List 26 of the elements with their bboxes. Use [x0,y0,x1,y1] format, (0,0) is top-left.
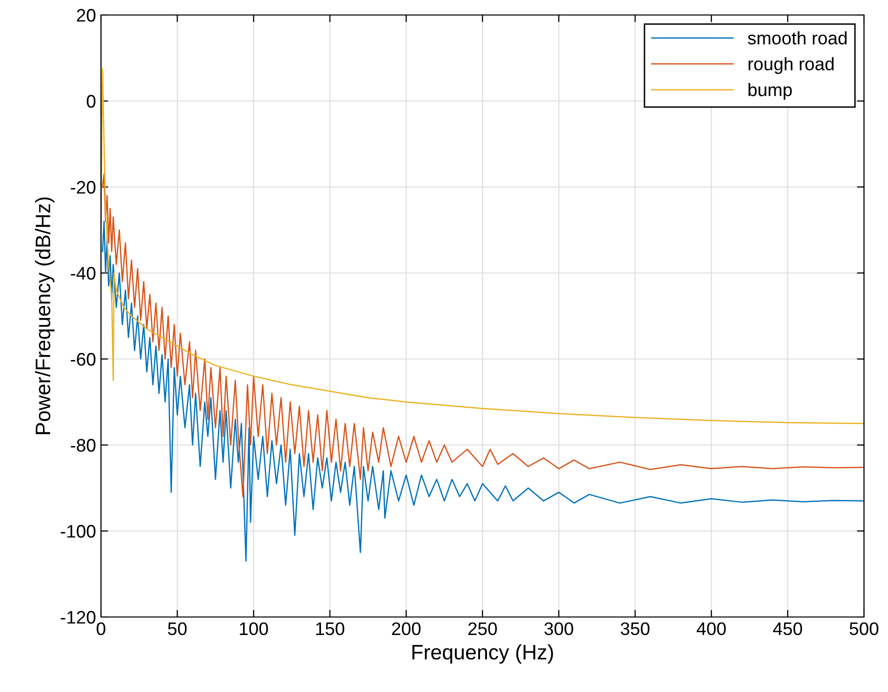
y-tick-label: -80 [70,438,96,452]
y-tick-label: -20 [70,180,96,194]
line-series [102,173,864,498]
x-tick-label: 100 [240,622,268,636]
x-tick-label: 0 [96,622,106,636]
legend-label: smooth road [748,31,847,45]
x-tick-label: 250 [468,622,497,636]
x-tick-label: 150 [316,622,344,636]
x-tick-label: 350 [620,622,650,636]
legend-label: bump [748,82,792,100]
line-series [102,220,864,562]
x-tick-label: 200 [392,622,421,636]
legend-label: rough road [748,57,834,74]
y-tick-label: -60 [70,352,96,366]
x-tick-label: 50 [168,622,187,636]
y-tick-label: -40 [70,266,96,280]
x-tick-label: 400 [696,622,726,636]
y-tick-label: 0 [86,94,96,108]
x-tick-label: 500 [850,622,878,636]
y-tick-label: -120 [60,610,96,624]
y-axis-title: Power/Frequency (dB/Hz) [35,197,54,434]
x-tick-label: 450 [773,622,802,636]
x-axis-title: Frequency (Hz) [412,644,553,664]
x-tick-label: 300 [544,622,574,636]
y-tick-label: 20 [76,8,96,22]
y-tick-label: -100 [60,524,96,538]
